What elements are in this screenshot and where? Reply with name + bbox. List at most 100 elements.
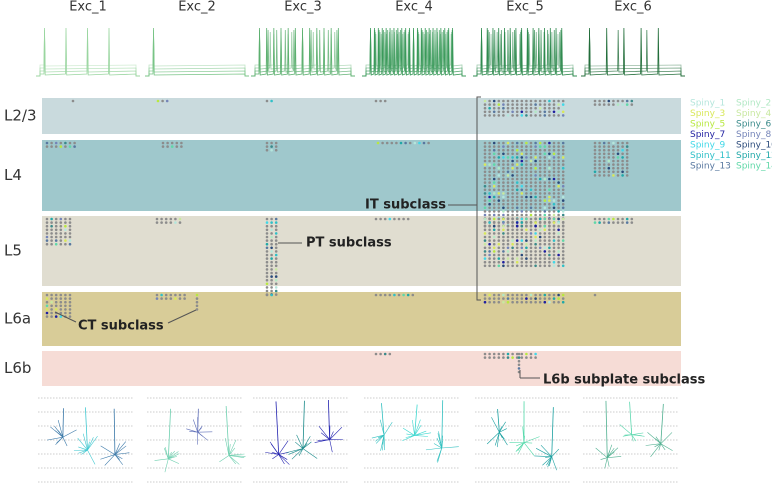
cell-dot [59, 239, 63, 242]
cell-dot [616, 99, 620, 103]
cell-dot [64, 311, 67, 315]
cell-dot [621, 156, 624, 159]
cell-dot [520, 156, 524, 159]
cell-dot [488, 356, 491, 359]
cell-dot [50, 224, 53, 228]
cell-dot [497, 250, 501, 253]
neurite [114, 443, 121, 455]
neurite [318, 425, 330, 440]
cell-dot [534, 221, 537, 224]
cell-dot [520, 141, 524, 145]
cell-dot [625, 174, 629, 177]
neurite [441, 400, 444, 449]
cell-dot [497, 242, 501, 246]
cell-dot [515, 177, 519, 181]
cell-dot [534, 103, 537, 106]
cell-dot [506, 177, 510, 181]
cell-dot [73, 141, 76, 145]
cell-dot [598, 166, 601, 170]
cell-dot [506, 253, 510, 257]
cell-dot [515, 145, 519, 148]
cell-dot [561, 192, 565, 195]
cell-dot [607, 170, 611, 174]
cell-dot [552, 156, 556, 159]
neurite [433, 443, 442, 449]
cell-dot [543, 217, 547, 221]
cell-dot [385, 141, 389, 145]
neurite [535, 448, 552, 457]
cell-dot [511, 260, 514, 264]
cell-dot [511, 184, 514, 188]
cell-dot [534, 170, 537, 174]
cell-dot [492, 235, 496, 239]
cell-dot [529, 224, 533, 228]
cell-dot [557, 253, 560, 257]
cell-dot [488, 103, 491, 106]
cell-dot [557, 166, 560, 170]
cell-dot [538, 159, 542, 163]
cell-dot [538, 213, 542, 217]
neurite [494, 432, 500, 446]
cell-dot [602, 99, 606, 103]
cell-dot [483, 260, 487, 264]
neurite [650, 443, 662, 457]
cell-dot [506, 257, 510, 260]
neurite [522, 426, 525, 443]
cell-dot [376, 141, 380, 145]
cell-dot [483, 242, 487, 246]
cell-dot [598, 103, 601, 106]
cell-dot [390, 141, 394, 145]
cell-dot [180, 141, 183, 145]
neurite [296, 434, 304, 449]
cell-dot [492, 188, 496, 192]
neurite [375, 434, 385, 442]
cell-dot [506, 106, 510, 110]
cell-dot [50, 141, 53, 145]
cell-dot [161, 99, 164, 103]
cell-dot [612, 99, 615, 103]
neurite [414, 432, 432, 436]
cell-dot [552, 166, 556, 170]
cell-dot [625, 159, 629, 163]
cell-dot [64, 232, 67, 235]
cell-dot [483, 213, 487, 217]
cell-dot [557, 145, 560, 148]
cell-dot [612, 217, 615, 221]
cell-dot [502, 181, 505, 184]
cell-dot [529, 177, 533, 181]
cell-dot [45, 293, 49, 297]
cell-dot [497, 239, 501, 242]
cell-dot [602, 170, 606, 174]
neurite [540, 444, 552, 457]
cell-dot [520, 221, 524, 224]
cell-dot [515, 293, 519, 297]
cell-dot [534, 224, 537, 228]
cell-dot [483, 148, 487, 152]
cell-dot [270, 271, 273, 275]
cell-dot [557, 246, 560, 250]
annotation: IT subclass [365, 198, 446, 213]
cell-dot [59, 221, 63, 224]
cell-dot [483, 199, 487, 202]
cell-dot [265, 145, 269, 148]
cell-dot [270, 253, 273, 257]
cell-dot [497, 232, 501, 235]
cell-dot [502, 163, 505, 166]
neurite [225, 406, 230, 456]
cell-dot [520, 253, 524, 257]
cell-dot [68, 315, 72, 318]
cell-dot [548, 264, 551, 268]
cell-dot [50, 228, 53, 232]
cell-dot [506, 159, 510, 163]
neurite [551, 407, 554, 457]
cell-dot [515, 300, 519, 304]
neurite [546, 456, 552, 466]
cell-dot [68, 300, 72, 304]
cell-dot [525, 356, 528, 359]
neurite [607, 447, 615, 458]
cell-dot [552, 217, 556, 221]
cell-dot [402, 217, 405, 221]
cell-dot [270, 246, 273, 250]
cell-dot [593, 156, 597, 159]
cell-dot [274, 235, 278, 239]
